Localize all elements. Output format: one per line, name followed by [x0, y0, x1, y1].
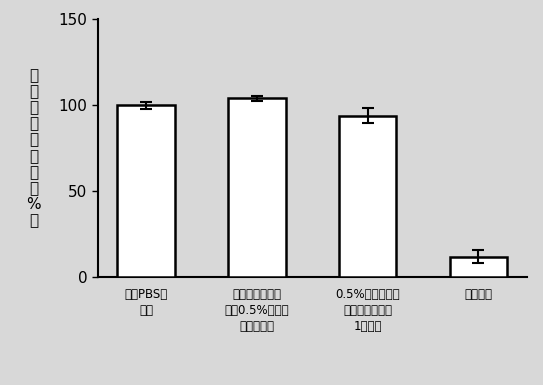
- Bar: [117, 105, 175, 277]
- Y-axis label: 细
胞
存
活
百
分
率
（
%
）: 细 胞 存 活 百 分 率 （ % ）: [26, 68, 41, 229]
- Bar: [228, 98, 286, 277]
- Bar: [339, 116, 396, 277]
- Bar: [450, 256, 507, 277]
